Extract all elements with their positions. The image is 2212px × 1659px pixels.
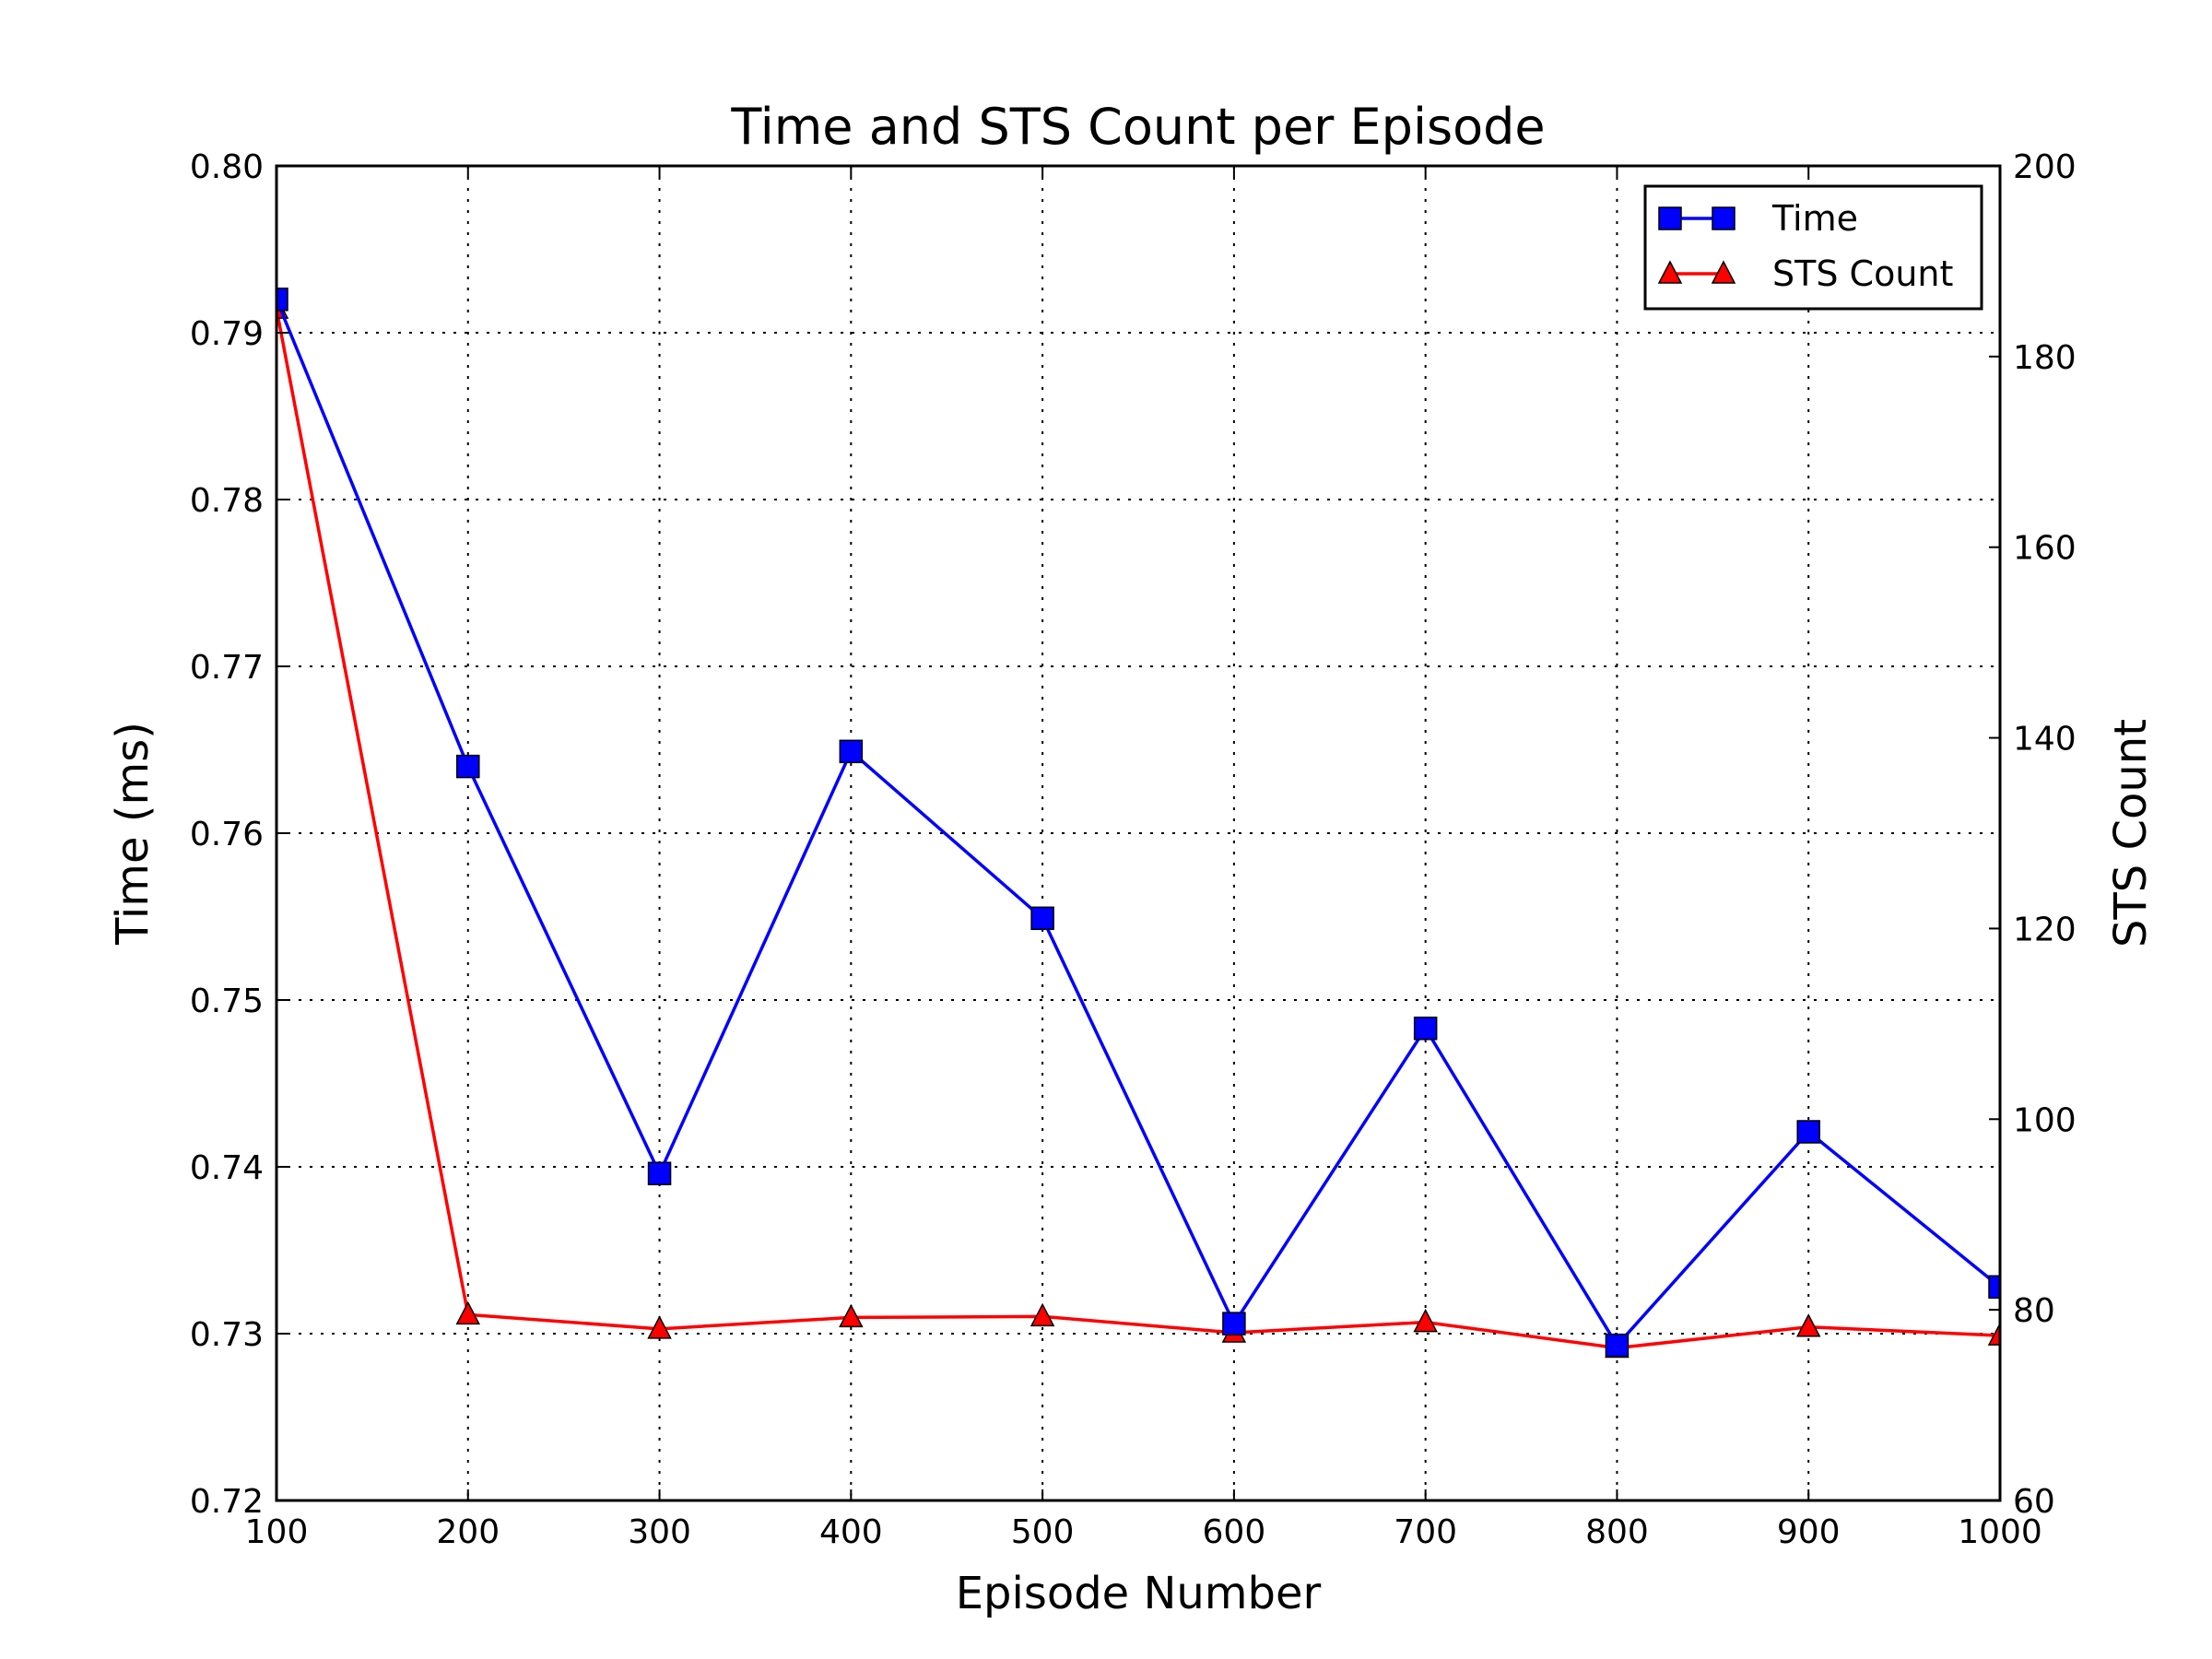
y-tick-label: 0.72 [190, 1483, 264, 1521]
sts-count-point [647, 1315, 672, 1339]
y-tick-label: 0.75 [190, 982, 264, 1020]
x-tick-label: 100 [245, 1513, 309, 1551]
y-tick-label: 0.76 [190, 816, 264, 853]
legend-marker-square [1658, 206, 1682, 230]
y-tick-label: 0.73 [190, 1316, 264, 1354]
chart-title: Time and STS Count per Episode [730, 98, 1545, 156]
y2-tick-label: 80 [2013, 1292, 2055, 1330]
x-tick-label: 700 [1394, 1513, 1457, 1551]
legend-box [1643, 184, 1983, 311]
legend-items: Time STS Count [1657, 198, 1953, 294]
y2-tick-label: 140 [2013, 721, 2077, 759]
sts-count-line [276, 308, 2000, 1350]
x-tick-label: 900 [1777, 1513, 1841, 1551]
x-tick-label: 300 [628, 1513, 691, 1551]
series-layer [276, 288, 2000, 1359]
y-tick-label: 0.77 [190, 649, 264, 687]
time-point [1413, 1017, 1438, 1041]
x-tick-label: 400 [819, 1513, 883, 1551]
sts-count-point [839, 1303, 864, 1328]
grid-lines [276, 166, 2000, 1500]
time-point [1030, 906, 1054, 931]
legend-label: Time [1771, 198, 1858, 239]
y2-tick-label: 100 [2013, 1101, 2077, 1139]
y-tick-label: 0.78 [190, 482, 264, 520]
x-tick-label: 200 [436, 1513, 500, 1551]
legend-marker-triangle [1657, 260, 1683, 284]
y2-tick-label: 120 [2013, 911, 2077, 948]
time-point [276, 288, 288, 312]
time-point [647, 1161, 672, 1185]
y2-tick-label: 200 [2013, 148, 2077, 186]
time-line [276, 299, 2000, 1347]
time-point [839, 739, 864, 764]
sts-count-point [1987, 1322, 2000, 1346]
legend: Time STS Count [1643, 184, 1983, 311]
sts-count-point [455, 1300, 481, 1325]
sts-count-point [1413, 1308, 1438, 1333]
y2-tick-label: 160 [2013, 530, 2077, 568]
time-point [1222, 1312, 1246, 1335]
y2-tick-label: 60 [2013, 1483, 2055, 1521]
y-tick-label: 0.79 [190, 315, 264, 353]
x-tick-label: 500 [1011, 1513, 1075, 1551]
y-tick-label: 0.74 [190, 1149, 264, 1187]
time-point [1796, 1120, 1820, 1144]
x-axis-title: Episode Number [956, 1568, 1322, 1619]
time-point [1605, 1333, 1630, 1358]
legend-marker-triangle [1711, 260, 1736, 284]
x-tick-label: 800 [1585, 1513, 1649, 1551]
x-tick-label: 1000 [1958, 1513, 2042, 1551]
sts-count-point [1795, 1313, 1821, 1337]
y2-tick-label: 180 [2013, 339, 2077, 377]
y-axis-title: Time (ms) [107, 722, 159, 946]
legend-label: STS Count [1772, 253, 1953, 294]
time-point [1988, 1275, 2000, 1300]
x-tick-label: 600 [1203, 1513, 1266, 1551]
legend-marker-square [1712, 206, 1735, 230]
y-tick-label: 0.80 [190, 148, 264, 186]
axis-ticks: 100 200 300 400 500 600 700 800 900 1000 0.72 0.73 0… [190, 148, 2077, 1551]
sts-count-point [1030, 1302, 1055, 1327]
y2-axis-title: STS Count [2105, 719, 2157, 947]
time-point [456, 754, 480, 779]
